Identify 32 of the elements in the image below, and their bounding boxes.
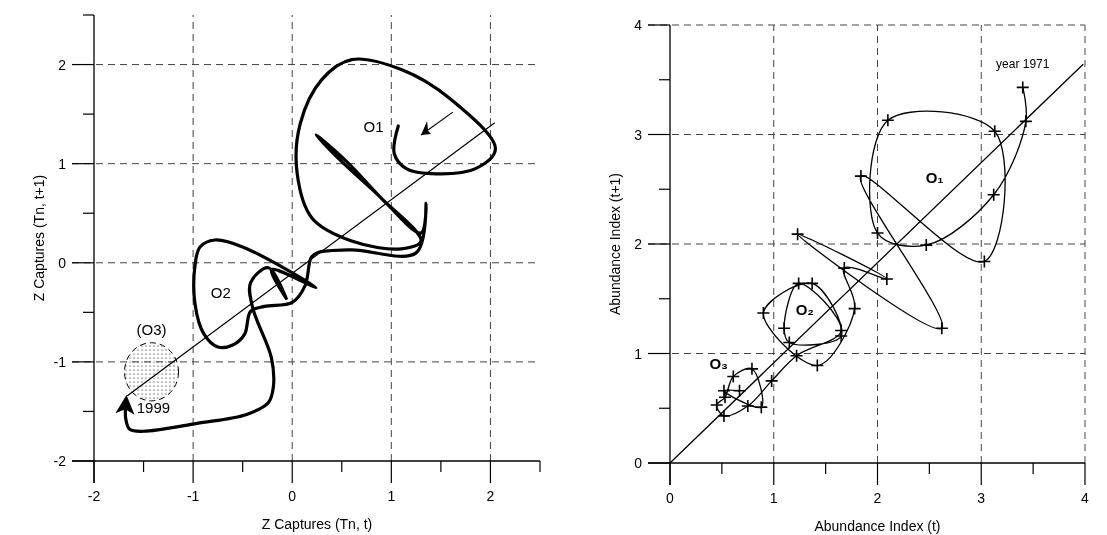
y-tick-label: -1 <box>53 353 67 370</box>
x-tick-label: 3 <box>977 490 986 506</box>
y-tick-label: 4 <box>634 17 643 33</box>
x-tick-label: 0 <box>288 488 297 504</box>
x-axis-title: Abundance Index (t) <box>814 518 941 534</box>
x-tick-label: 2 <box>486 488 495 504</box>
x-tick-label: 1 <box>387 488 396 504</box>
x-tick-label: 4 <box>1081 490 1090 506</box>
annotation: O1 <box>363 118 384 135</box>
annotation: O2 <box>210 283 231 301</box>
annotation: (O3) <box>136 321 167 339</box>
x-tick-label: 1 <box>769 490 778 506</box>
y-tick-label: -2 <box>53 453 67 469</box>
x-tick-label: -2 <box>87 488 101 504</box>
annotation: 1999 <box>136 399 171 417</box>
y-tick-label: 1 <box>634 345 643 362</box>
annotation: O₂ <box>795 300 815 318</box>
y-tick-label: 1 <box>58 155 67 172</box>
y-tick-label: 0 <box>58 254 67 271</box>
y-axis-title: Abundance Index (t+1) <box>607 172 623 316</box>
y-tick-label: 0 <box>634 455 643 471</box>
x-tick-label: -1 <box>186 488 200 504</box>
x-tick-label: 2 <box>873 490 882 506</box>
y-tick-label: 2 <box>634 236 643 252</box>
y-axis-title: Z Captures (Tn, t+1) <box>31 174 47 302</box>
x-tick-label: 0 <box>666 490 675 506</box>
x-axis-title: Z Captures (Tn, t) <box>261 516 373 532</box>
annotation: year 1971 <box>996 57 1050 72</box>
y-tick-label: 3 <box>634 126 643 143</box>
y-tick-label: 2 <box>58 56 67 73</box>
annotation: O₁ <box>925 169 944 187</box>
annotation: O₃ <box>709 355 729 373</box>
